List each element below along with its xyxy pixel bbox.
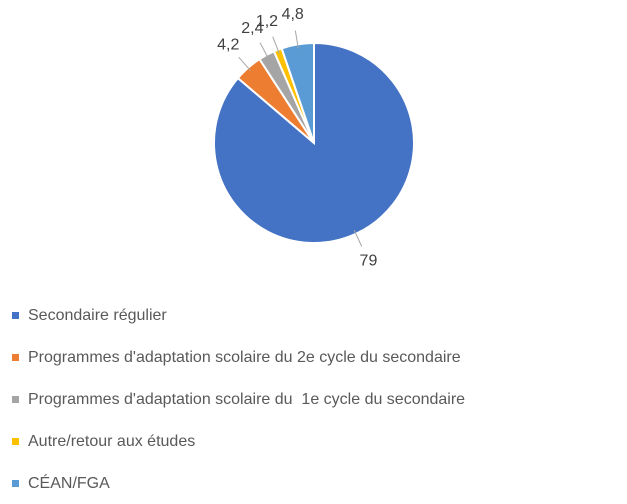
leader-line <box>259 42 269 59</box>
legend-swatch <box>12 354 19 361</box>
data-label: 1,2 <box>256 13 278 30</box>
legend-label: Programmes d'adaptation scolaire du 1e c… <box>28 391 465 408</box>
data-label: 4,8 <box>282 6 304 23</box>
leader-line <box>294 30 299 49</box>
data-label: 2,4 <box>241 20 263 37</box>
legend-swatch <box>12 312 19 319</box>
legend-swatch <box>12 480 19 487</box>
legend-label: Programmes d'adaptation scolaire du 2e c… <box>28 349 461 366</box>
legend-label: CÉAN/FGA <box>28 473 110 492</box>
legend-label: Secondaire régulier <box>28 307 167 324</box>
legend-label: Autre/retour aux études <box>28 433 195 450</box>
leader-line <box>272 36 280 54</box>
legend-swatch <box>12 438 19 445</box>
data-label: 4,2 <box>217 37 239 54</box>
legend-swatch <box>12 396 19 403</box>
data-label: 79 <box>360 252 378 269</box>
leader-line <box>238 56 252 72</box>
leader-line <box>353 229 363 247</box>
